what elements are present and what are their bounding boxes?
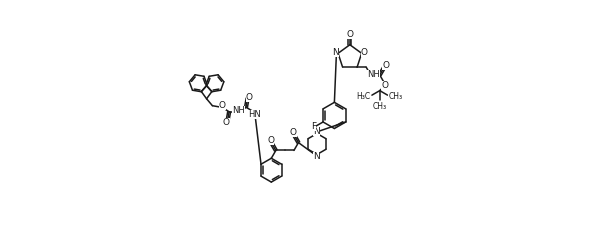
Text: H₃C: H₃C bbox=[356, 92, 371, 101]
Text: N: N bbox=[314, 152, 320, 161]
Text: CH₃: CH₃ bbox=[372, 102, 387, 111]
Text: O: O bbox=[290, 128, 297, 137]
Text: O: O bbox=[383, 61, 390, 70]
Text: HN: HN bbox=[248, 110, 261, 119]
Text: O: O bbox=[267, 136, 274, 145]
Text: O: O bbox=[381, 81, 389, 90]
Text: O: O bbox=[218, 101, 226, 110]
Text: NH: NH bbox=[367, 70, 380, 79]
Text: N: N bbox=[314, 127, 320, 136]
Text: CH₃: CH₃ bbox=[389, 92, 402, 101]
Text: O: O bbox=[246, 93, 252, 102]
Text: NH: NH bbox=[232, 106, 245, 115]
Text: N: N bbox=[333, 48, 339, 57]
Text: O: O bbox=[223, 118, 230, 127]
Text: O: O bbox=[361, 48, 368, 57]
Text: F: F bbox=[311, 123, 316, 131]
Text: O: O bbox=[346, 30, 353, 39]
